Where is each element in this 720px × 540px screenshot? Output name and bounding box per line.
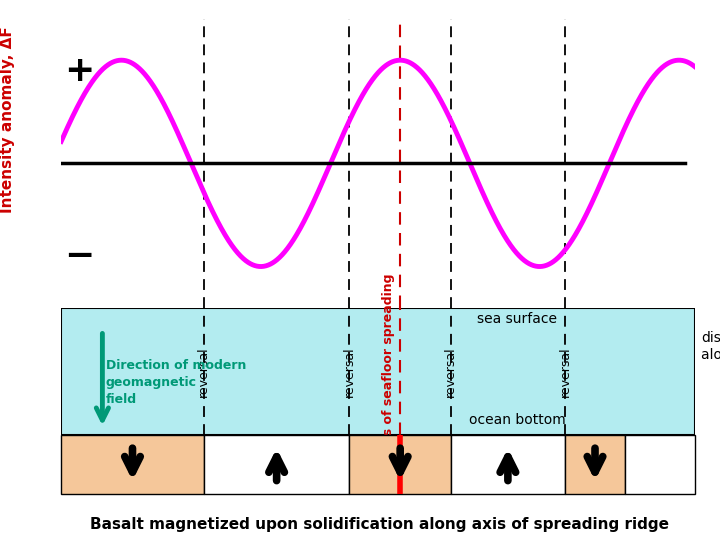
Text: reversal: reversal: [343, 346, 356, 396]
Text: reversal: reversal: [197, 346, 210, 396]
Text: sea surface: sea surface: [477, 312, 557, 326]
Text: ocean bottom: ocean bottom: [469, 413, 566, 427]
Bar: [451, 435, 565, 494]
Text: reversal: reversal: [559, 346, 572, 396]
Text: axis of seafloor spreading: axis of seafloor spreading: [382, 274, 395, 456]
Text: Basalt magnetized upon solidification along axis of spreading ridge: Basalt magnetized upon solidification al…: [90, 517, 669, 532]
Text: reversal: reversal: [444, 346, 457, 396]
Text: +: +: [64, 54, 95, 88]
Text: distance
along track: distance along track: [701, 331, 720, 362]
Text: Direction of modern
geomagnetic
field: Direction of modern geomagnetic field: [106, 359, 246, 406]
Bar: [625, 435, 695, 494]
Bar: [61, 435, 204, 494]
Bar: [204, 435, 349, 494]
Bar: [349, 435, 451, 494]
Text: −: −: [64, 239, 94, 273]
Bar: [565, 435, 625, 494]
Text: Intensity anomaly, ΔF: Intensity anomaly, ΔF: [0, 26, 14, 213]
